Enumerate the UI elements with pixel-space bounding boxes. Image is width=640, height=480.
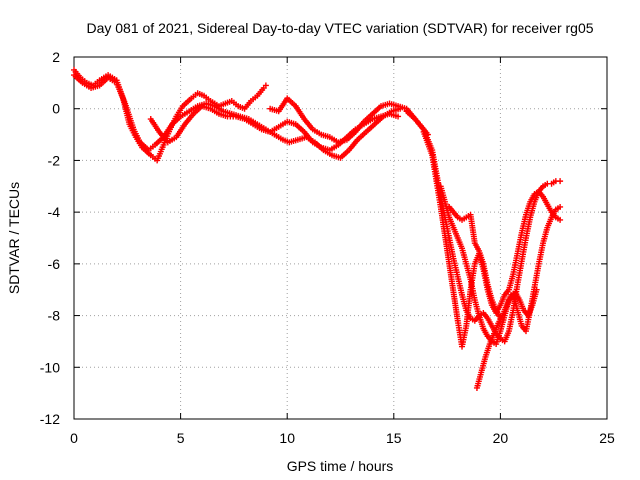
data-point <box>533 286 540 293</box>
data-points <box>71 66 564 391</box>
data-point <box>395 113 402 120</box>
y-tick-label: -2 <box>48 152 61 168</box>
x-axis-label: GPS time / hours <box>287 458 394 474</box>
x-tick-label: 10 <box>279 430 295 446</box>
series-track-9 <box>446 203 504 322</box>
x-tick-label: 15 <box>386 430 402 446</box>
y-tick-label: -6 <box>48 256 61 272</box>
y-tick-label: -12 <box>40 411 60 427</box>
y-tick-label: -4 <box>48 204 61 220</box>
grid-lines <box>74 57 607 419</box>
data-point <box>262 82 269 89</box>
y-tick-label: 2 <box>52 49 60 65</box>
data-point <box>497 315 504 322</box>
x-tick-label: 5 <box>177 430 185 446</box>
plot-frame <box>73 56 608 420</box>
chart-title: Day 081 of 2021, Sidereal Day-to-day VTE… <box>86 20 593 36</box>
y-tick-label: -10 <box>40 359 60 375</box>
x-tick-label: 25 <box>599 430 615 446</box>
y-tick-label: 0 <box>52 101 60 117</box>
data-point <box>557 178 564 185</box>
y-tick-label: -8 <box>48 308 61 324</box>
x-tick-label: 0 <box>70 430 78 446</box>
y-axis-label: SDTVAR / TECUs <box>6 182 22 294</box>
x-tick-label: 20 <box>493 430 509 446</box>
data-point <box>557 203 564 210</box>
data-point <box>557 216 564 223</box>
